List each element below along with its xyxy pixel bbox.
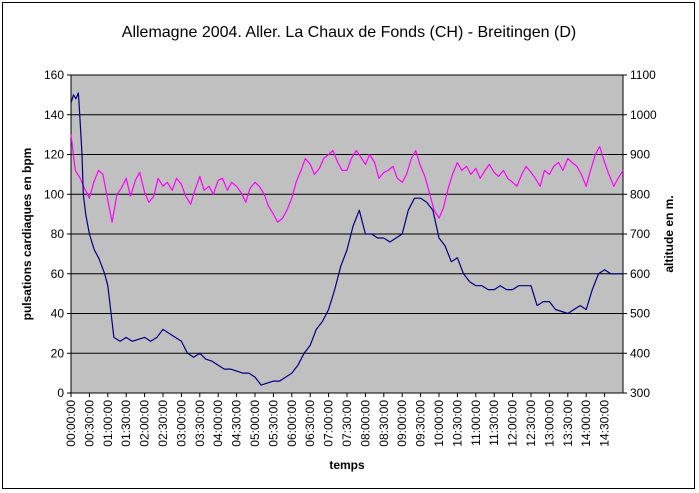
x-tick-label: 04:30:00: [230, 400, 244, 447]
x-tick-label: 08:30:00: [377, 400, 391, 447]
x-tick-label: 03:00:00: [174, 400, 188, 447]
x-tick-label: 00:30:00: [82, 400, 96, 447]
y2-axis-label: altitude en m.: [662, 195, 676, 272]
y-tick-label: 100: [44, 187, 64, 201]
x-tick-label: 05:00:00: [248, 400, 262, 447]
x-tick-label: 11:30:00: [487, 400, 501, 446]
x-tick-label: 12:30:00: [524, 400, 538, 447]
x-tick-label: 11:00:00: [469, 400, 483, 446]
x-tick-label: 02:00:00: [138, 400, 152, 447]
y2-tick-label: 300: [630, 386, 650, 400]
x-tick-label: 02:30:00: [156, 400, 170, 447]
altitude-series-line: [70, 92, 623, 386]
y2-tick-label: 600: [630, 267, 650, 281]
x-tick-label: 07:30:00: [340, 400, 354, 447]
y-tick-label: 140: [44, 108, 64, 122]
heart-rate-series-line: [70, 134, 624, 223]
x-tick-label: 09:00:00: [395, 400, 409, 447]
x-tick-label: 07:00:00: [322, 400, 336, 447]
y2-tick-label: 1000: [630, 108, 657, 122]
y-tick-label: 20: [51, 346, 65, 360]
x-tick-label: 01:00:00: [101, 400, 115, 447]
x-tick-label: 06:30:00: [303, 400, 317, 447]
y2-tick-label: 800: [630, 187, 650, 201]
y2-tick-label: 1100: [630, 68, 656, 82]
y2-tick-label: 900: [630, 148, 650, 162]
x-tick-label: 14:30:00: [598, 400, 612, 447]
y-tick-label: 0: [57, 386, 64, 400]
chart-frame: Allemagne 2004. Aller. La Chaux de Fonds…: [2, 2, 695, 489]
x-tick-label: 13:30:00: [561, 400, 575, 447]
x-tick-label: 09:30:00: [414, 400, 428, 447]
line-chart: Allemagne 2004. Aller. La Chaux de Fonds…: [20, 24, 676, 472]
x-tick-label: 04:00:00: [211, 400, 225, 447]
chart-title: Allemagne 2004. Aller. La Chaux de Fonds…: [122, 24, 576, 41]
x-tick-label: 01:30:00: [119, 400, 133, 447]
y-tick-label: 60: [51, 267, 65, 281]
x-tick-label: 03:30:00: [193, 400, 207, 447]
y2-tick-label: 700: [630, 227, 650, 241]
y-tick-label: 40: [51, 307, 65, 321]
y-tick-label: 160: [44, 68, 64, 82]
y-tick-label: 80: [51, 227, 65, 241]
x-tick-label: 06:00:00: [285, 400, 299, 447]
y-axis-label: pulsations cardiaques en bpm: [20, 148, 34, 321]
x-tick-label: 08:00:00: [358, 400, 372, 447]
y2-tick-label: 500: [630, 307, 650, 321]
x-tick-label: 13:00:00: [542, 400, 556, 447]
x-axis-label: temps: [329, 458, 365, 472]
x-tick-label: 14:00:00: [579, 400, 593, 447]
x-tick-label: 12:00:00: [506, 400, 520, 447]
x-tick-label: 00:00:00: [64, 400, 78, 447]
x-tick-label: 05:30:00: [266, 400, 280, 447]
y2-tick-label: 400: [630, 346, 650, 360]
x-tick-label: 10:30:00: [450, 400, 464, 447]
y-tick-label: 120: [44, 148, 64, 162]
x-tick-label: 10:00:00: [432, 400, 446, 447]
